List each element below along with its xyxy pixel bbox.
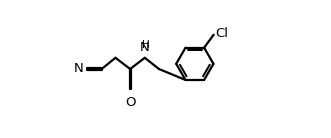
Text: O: O [125, 96, 135, 109]
Text: Cl: Cl [216, 27, 229, 40]
Text: H: H [142, 40, 150, 50]
Text: N: N [140, 41, 150, 54]
Text: N: N [73, 63, 83, 75]
